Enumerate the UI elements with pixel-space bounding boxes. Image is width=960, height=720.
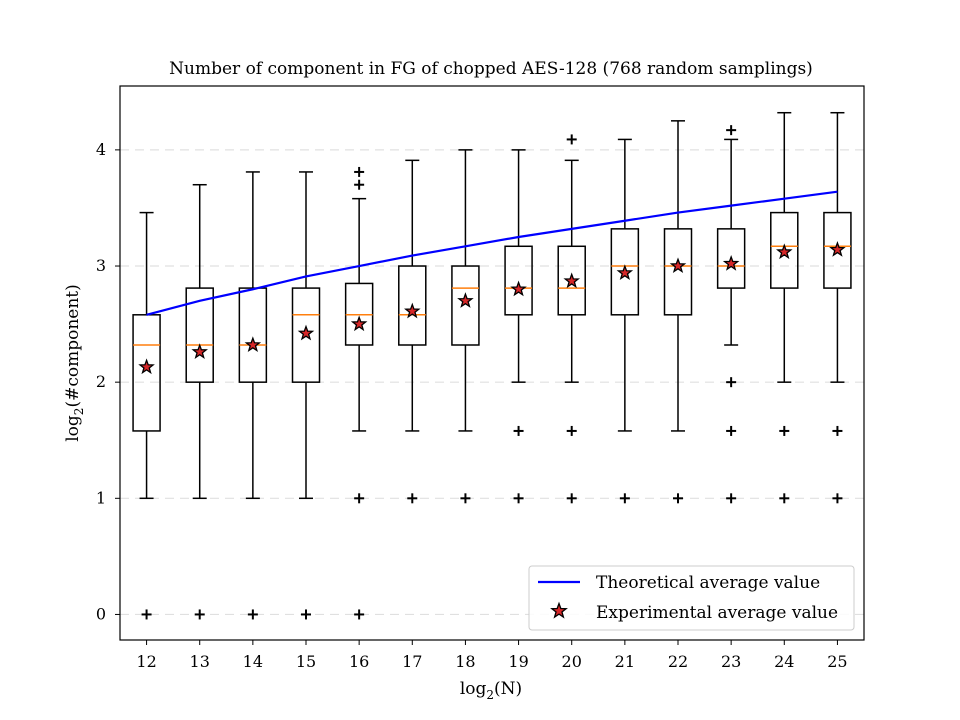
mean-marker-13 (191, 343, 208, 360)
legend-star-swatch (550, 601, 568, 619)
flier-16-2 (354, 179, 365, 190)
y-tick-label-2: 2 (96, 372, 106, 391)
legend-label-experiment: Experimental average value (596, 603, 838, 623)
flier-18-0 (460, 493, 471, 504)
flier-21-0 (619, 493, 630, 504)
box-21 (610, 228, 640, 316)
x-tick-label-12: 12 (136, 652, 156, 671)
box-15 (291, 287, 321, 383)
flier-13-0 (194, 609, 205, 620)
mean-marker-18 (457, 292, 474, 308)
flier-15-0 (301, 609, 311, 620)
flier-12-0 (141, 609, 152, 620)
flier-25-1 (832, 425, 843, 436)
flier-24-1 (779, 425, 790, 436)
box-25 (823, 211, 852, 289)
x-axis-label-sub: 2 (486, 688, 494, 702)
y-axis-label-main: log (63, 415, 83, 442)
y-axis-label: log2(#component) (63, 284, 86, 442)
box-23 (716, 228, 746, 289)
flier-19-0 (513, 493, 524, 504)
mean-marker-24 (776, 243, 793, 260)
box-19 (504, 245, 533, 316)
mean-marker-19 (510, 280, 527, 297)
x-axis-label-arg: (N) (494, 679, 522, 699)
x-tick-label-13: 13 (190, 652, 210, 671)
mean-marker-16 (350, 315, 368, 332)
flier-17-0 (407, 493, 418, 504)
mean-marker-12 (138, 358, 155, 375)
x-axis-ticks: 12 13 14 15 16 17 18 19 20 21 22 23 24 25 (136, 640, 848, 671)
mean-marker-22 (669, 257, 687, 274)
x-tick-label-21: 21 (615, 652, 635, 671)
theory-line (146, 190, 838, 316)
mean-markers (138, 241, 846, 375)
y-axis-label-arg: (#component) (63, 284, 83, 407)
x-axis-label-main: log (460, 679, 487, 699)
y-axis-ticks: 0 1 2 3 4 (96, 140, 120, 623)
flier-16-0 (354, 609, 365, 620)
mean-marker-23 (722, 254, 740, 271)
flier-20-0 (566, 493, 577, 504)
mean-marker-25 (829, 241, 846, 257)
x-tick-label-22: 22 (668, 652, 688, 671)
x-tick-label-17: 17 (402, 652, 422, 671)
flier-16-3 (354, 166, 365, 177)
flier-25-0 (832, 493, 843, 504)
legend-box (528, 565, 855, 631)
x-tick-label-20: 20 (562, 652, 582, 671)
flier-24-0 (779, 493, 790, 504)
x-tick-label-24: 24 (774, 652, 794, 671)
box-22 (663, 228, 693, 316)
x-tick-label-23: 23 (721, 652, 741, 671)
x-tick-label-18: 18 (455, 652, 475, 671)
y-tick-label-3: 3 (96, 256, 106, 275)
mean-marker-15 (297, 324, 315, 341)
mean-marker-17 (404, 302, 421, 319)
flier-14-0 (247, 609, 258, 620)
box-18 (451, 265, 480, 346)
legend-label-theory: Theoretical average value (596, 573, 820, 593)
y-tick-label-0: 0 (96, 604, 106, 623)
x-tick-label-16: 16 (349, 652, 369, 671)
flier-23-1 (726, 425, 737, 436)
flier-23-3 (726, 125, 737, 136)
mean-marker-21 (616, 264, 634, 281)
box-13 (185, 287, 214, 383)
flier-23-0 (726, 493, 737, 504)
mean-marker-14 (244, 336, 262, 353)
flier-22-0 (673, 493, 683, 504)
box-24 (770, 211, 799, 289)
x-tick-label-15: 15 (296, 652, 316, 671)
box-17 (398, 265, 427, 346)
box-14 (238, 287, 268, 383)
chart-title: Number of component in FG of chopped AES… (169, 59, 813, 79)
flier-16-1 (354, 493, 365, 504)
axes-frame (119, 85, 865, 641)
box-20 (557, 245, 586, 316)
theory-line-layer (146, 190, 838, 316)
y-axis-label-sub: 2 (72, 408, 86, 416)
flier-19-1 (513, 425, 524, 436)
legend: Theoretical average value Experimental a… (528, 565, 855, 631)
x-axis-label: log2(N) (460, 679, 522, 702)
x-tick-label-14: 14 (243, 652, 263, 671)
y-tick-label-1: 1 (96, 488, 106, 507)
y-tick-label-4: 4 (96, 140, 106, 159)
x-tick-label-19: 19 (508, 652, 528, 671)
flier-20-1 (566, 425, 577, 436)
flier-20-2 (566, 134, 577, 145)
mean-marker-20 (563, 272, 580, 289)
flier-23-2 (726, 377, 737, 388)
x-tick-label-25: 25 (827, 652, 847, 671)
